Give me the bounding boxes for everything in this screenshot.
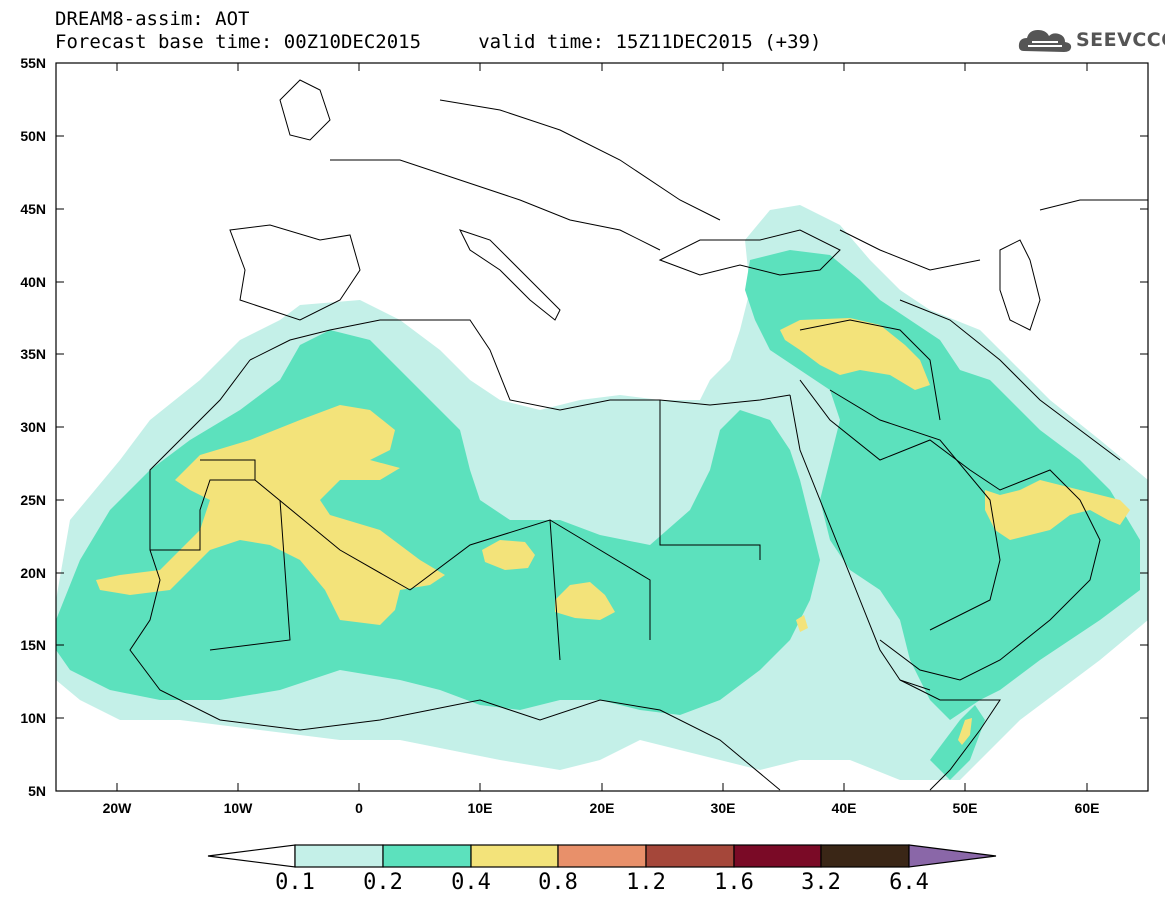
colorbar-label-0.2: 0.2 bbox=[363, 870, 403, 895]
border-saudi bbox=[829, 389, 1001, 631]
country-borders bbox=[129, 79, 1148, 791]
lat-label-35n: 35N bbox=[20, 346, 46, 362]
colorbar-label-1.6: 1.6 bbox=[714, 870, 754, 895]
lat-label-50n: 50N bbox=[20, 128, 46, 144]
lat-label-10n: 10N bbox=[20, 710, 46, 726]
coastline-north-africa bbox=[249, 319, 791, 411]
lat-label-5n: 5N bbox=[28, 783, 46, 799]
colorbar-bin-3.2 bbox=[820, 844, 910, 868]
forecast-time-subtitle: Forecast base time: 00Z10DEC2015 valid t… bbox=[55, 31, 822, 53]
coastline-horn bbox=[899, 679, 1001, 791]
aot-region-0.4-iraq bbox=[780, 318, 930, 390]
border-europe-1 bbox=[330, 159, 661, 251]
lon-label-40e: 40E bbox=[831, 800, 857, 816]
lat-label-45n: 45N bbox=[20, 201, 46, 217]
border-iraq bbox=[799, 319, 941, 421]
colorbar-bin-0.2 bbox=[382, 844, 472, 868]
coastline-black-sea bbox=[658, 229, 841, 276]
border-niger-chad bbox=[409, 519, 561, 661]
colorbar-label-0.1: 0.1 bbox=[275, 870, 315, 895]
lon-ticks bbox=[116, 63, 1088, 791]
border-mali-niger bbox=[209, 499, 291, 651]
lat-ticks bbox=[56, 62, 1148, 719]
cloud-icon bbox=[1018, 30, 1072, 52]
border-europe-2 bbox=[439, 99, 721, 221]
aot-region-0.4-somalia bbox=[958, 718, 972, 745]
aot-region-0.4-chad bbox=[482, 540, 535, 570]
colorbar-bin-0.4 bbox=[470, 844, 559, 868]
aot-region-0.4-gulf bbox=[985, 480, 1130, 540]
aot-region-0.4-sahara bbox=[96, 405, 445, 625]
aot-region-0.2-west bbox=[56, 330, 820, 715]
colorbar-label-6.4: 6.4 bbox=[889, 870, 929, 895]
map-title: DREAM8-assim: AOT bbox=[55, 8, 250, 30]
lon-label-60e: 60E bbox=[1074, 800, 1100, 816]
coastline-arabia bbox=[799, 379, 1101, 681]
lat-label-15n: 15N bbox=[20, 637, 46, 653]
lon-label-50e: 50E bbox=[952, 800, 978, 816]
lat-label-20n: 20N bbox=[20, 565, 46, 581]
colorbar-label-0.8: 0.8 bbox=[538, 870, 578, 895]
colorbar-label-1.2: 1.2 bbox=[626, 870, 666, 895]
coastline-iberia bbox=[229, 224, 361, 321]
border-iran bbox=[899, 299, 1121, 461]
colorbar-bin-1.6 bbox=[733, 844, 822, 868]
border-kazakh bbox=[1039, 199, 1148, 211]
lat-label-25n: 25N bbox=[20, 492, 46, 508]
coastline-caspian bbox=[999, 239, 1041, 331]
coastline-red-sea bbox=[789, 394, 931, 691]
lat-label-40n: 40N bbox=[20, 274, 46, 290]
colorbar-over-arrow bbox=[908, 844, 997, 868]
border-mauritania bbox=[150, 479, 255, 551]
seevccc-logo: SEEVCCC bbox=[1018, 25, 1165, 55]
logo-text: SEEVCCC bbox=[1076, 29, 1165, 51]
coastline-west-africa bbox=[129, 359, 431, 731]
border-caucasus bbox=[839, 229, 981, 271]
colorbar-under-arrow bbox=[207, 844, 296, 868]
colorbar-bin-0.1 bbox=[294, 844, 384, 868]
lat-label-55n: 55N bbox=[20, 55, 46, 71]
coastline-italy bbox=[459, 229, 561, 321]
lon-label-20w: 20W bbox=[102, 800, 132, 816]
border-central-africa bbox=[429, 699, 781, 791]
border-libya-egypt bbox=[659, 400, 761, 560]
lon-label-30e: 30E bbox=[710, 800, 736, 816]
lon-label-10e: 10E bbox=[467, 800, 493, 816]
coastline-britain bbox=[279, 79, 331, 141]
colorbar-bin-0.8 bbox=[557, 844, 647, 868]
border-chad-sudan bbox=[549, 519, 651, 640]
lon-label-10w: 10W bbox=[223, 800, 253, 816]
lon-label-0: 0 bbox=[355, 800, 363, 816]
aot-region-0.4-sudan bbox=[555, 582, 615, 620]
colorbar-bin-1.2 bbox=[645, 844, 735, 868]
colorbar-label-0.4: 0.4 bbox=[451, 870, 491, 895]
colorbar-label-3.2: 3.2 bbox=[801, 870, 841, 895]
aot-region-0.4-redsea bbox=[796, 615, 808, 632]
lat-label-30n: 30N bbox=[20, 419, 46, 435]
lon-label-20e: 20E bbox=[589, 800, 615, 816]
